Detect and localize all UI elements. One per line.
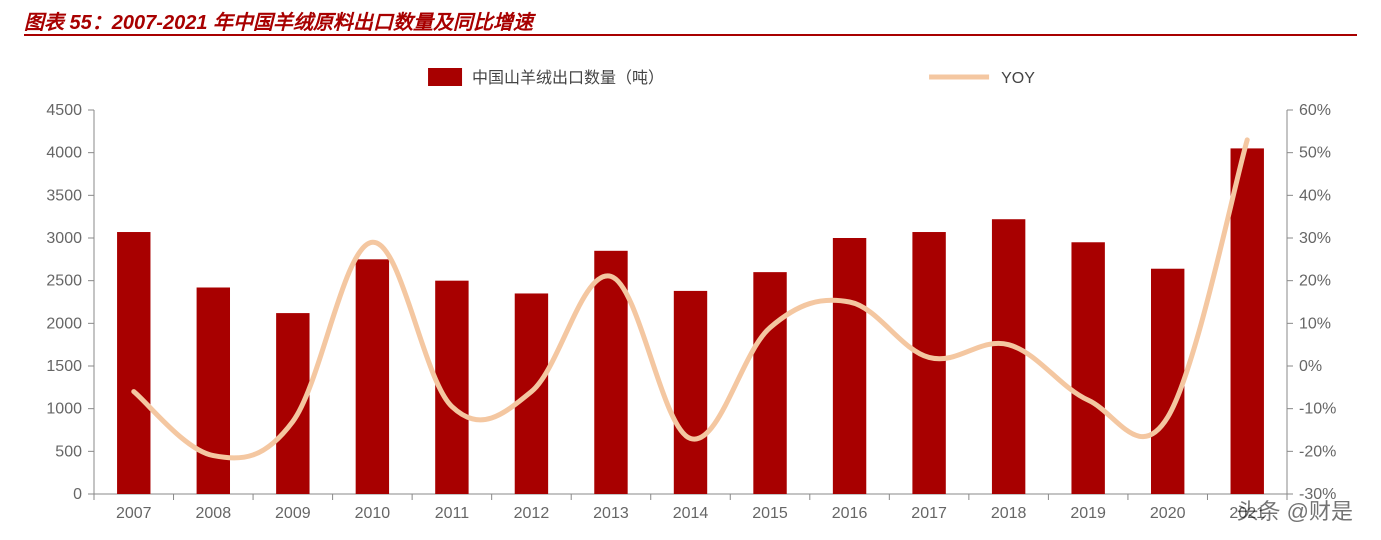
bar bbox=[992, 219, 1025, 494]
chart-svg: 中国山羊绒出口数量（吨） YOY 0 500 1000 1500 2000 2500 3000 3… bbox=[24, 60, 1357, 530]
title-underline bbox=[24, 34, 1357, 36]
y-right-tick-label: -20% bbox=[1299, 443, 1336, 460]
y-right-tick-label: 50% bbox=[1299, 145, 1331, 162]
x-tick-label: 2020 bbox=[1150, 505, 1186, 522]
y-left-tick-label: 2500 bbox=[46, 273, 82, 290]
y-left-tick-label: 500 bbox=[55, 443, 82, 460]
legend: 中国山羊绒出口数量（吨） YOY bbox=[428, 68, 1035, 87]
x-tick-label: 2021 bbox=[1229, 505, 1265, 522]
chart-title: 图表 55：2007-2021 年中国羊绒原料出口数量及同比增速 bbox=[24, 6, 533, 35]
bar bbox=[356, 259, 389, 494]
y-right-tick-label: -10% bbox=[1299, 401, 1336, 418]
x-tick-label: 2019 bbox=[1070, 505, 1106, 522]
bar bbox=[1231, 148, 1264, 494]
chart-area: 中国山羊绒出口数量（吨） YOY 0 500 1000 1500 2000 2500 3000 3… bbox=[24, 60, 1357, 530]
x-tick-label: 2016 bbox=[832, 505, 868, 522]
legend-label-line: YOY bbox=[1001, 70, 1035, 87]
y-left-tick-label: 4000 bbox=[46, 145, 82, 162]
x-tick-label: 2012 bbox=[514, 505, 550, 522]
y-right-tick-label: 60% bbox=[1299, 102, 1331, 119]
x-tick-label: 2009 bbox=[275, 505, 311, 522]
y-left-axis: 0 500 1000 1500 2000 2500 3000 3500 4000 4500 bbox=[46, 102, 94, 503]
y-right-tick-label: 0% bbox=[1299, 358, 1322, 375]
legend-label-bar: 中国山羊绒出口数量（吨） bbox=[472, 69, 664, 87]
x-tick-label: 2013 bbox=[593, 505, 629, 522]
y-left-tick-label: 0 bbox=[73, 486, 82, 503]
y-left-tick-label: 2000 bbox=[46, 315, 82, 332]
y-left-tick-label: 3500 bbox=[46, 187, 82, 204]
bar bbox=[1151, 269, 1184, 494]
y-right-tick-label: 30% bbox=[1299, 230, 1331, 247]
y-left-tick-label: 1000 bbox=[46, 401, 82, 418]
x-tick-label: 2015 bbox=[752, 505, 788, 522]
bars-group bbox=[117, 148, 1264, 494]
x-axis: 2007 2008 2009 2010 2011 2012 2013 2014 2015 2016… bbox=[94, 494, 1287, 522]
y-right-tick-label: 20% bbox=[1299, 273, 1331, 290]
bar bbox=[117, 232, 150, 494]
x-tick-label: 2007 bbox=[116, 505, 152, 522]
x-tick-label: 2017 bbox=[911, 505, 947, 522]
bar bbox=[912, 232, 945, 494]
y-left-tick-label: 4500 bbox=[46, 102, 82, 119]
y-right-tick-label: -30% bbox=[1299, 486, 1336, 503]
x-tick-label: 2014 bbox=[673, 505, 709, 522]
legend-swatch-bar bbox=[428, 68, 462, 86]
y-left-tick-label: 1500 bbox=[46, 358, 82, 375]
bar bbox=[753, 272, 786, 494]
bar bbox=[1071, 242, 1104, 494]
y-right-axis: -30% -20% -10% 0% 10% 20% 30% 40% 50% 60% bbox=[1287, 102, 1336, 503]
chart-container: 图表 55：2007-2021 年中国羊绒原料出口数量及同比增速 中国山羊绒出口… bbox=[0, 0, 1381, 540]
y-right-tick-label: 10% bbox=[1299, 315, 1331, 332]
y-left-tick-label: 3000 bbox=[46, 230, 82, 247]
x-tick-label: 2011 bbox=[435, 505, 470, 522]
bar bbox=[674, 291, 707, 494]
x-tick-label: 2008 bbox=[196, 505, 232, 522]
y-right-tick-label: 40% bbox=[1299, 187, 1331, 204]
x-tick-label: 2018 bbox=[991, 505, 1027, 522]
bar bbox=[197, 287, 230, 494]
x-tick-label: 2010 bbox=[355, 505, 391, 522]
bar bbox=[833, 238, 866, 494]
